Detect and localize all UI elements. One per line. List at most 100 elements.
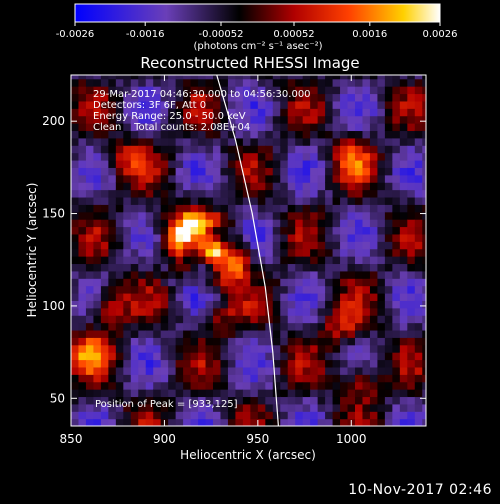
heatmap-cell xyxy=(153,411,162,420)
heatmap-cell xyxy=(235,278,244,287)
heatmap-cell xyxy=(175,211,184,220)
heatmap-cell xyxy=(347,204,356,213)
heatmap-cell xyxy=(78,418,87,426)
heatmap-cell xyxy=(392,211,401,220)
heatmap-cell xyxy=(227,174,237,183)
heatmap-cell xyxy=(422,270,426,279)
heatmap-cell xyxy=(108,248,117,257)
heatmap-cell xyxy=(168,78,177,87)
heatmap-cell xyxy=(302,233,311,242)
heatmap-cell xyxy=(108,352,117,361)
heatmap-cell xyxy=(355,366,364,375)
heatmap-cell xyxy=(138,93,147,102)
heatmap-cell xyxy=(280,130,289,139)
heatmap-cell xyxy=(422,93,426,102)
heatmap-cell xyxy=(325,418,334,426)
heatmap-cell xyxy=(325,359,334,368)
heatmap-cell xyxy=(100,189,109,198)
heatmap-cell xyxy=(310,219,319,228)
heatmap-cell xyxy=(108,329,117,338)
heatmap-cell xyxy=(340,263,349,272)
heatmap-cell xyxy=(310,108,319,117)
heatmap-cell xyxy=(168,403,177,412)
heatmap-cell xyxy=(85,389,95,398)
heatmap-cell xyxy=(175,366,184,375)
heatmap-cell xyxy=(220,329,229,338)
heatmap-cell xyxy=(422,381,426,390)
heatmap-cell xyxy=(265,278,274,287)
heatmap-cell xyxy=(160,123,169,132)
heatmap-cell xyxy=(242,403,251,412)
heatmap-cell xyxy=(78,403,87,412)
heatmap-cell xyxy=(175,278,184,287)
heatmap-cell xyxy=(190,315,199,324)
heatmap-cell xyxy=(242,285,251,294)
heatmap-cell xyxy=(362,352,371,361)
heatmap-cell xyxy=(85,152,95,161)
heatmap-cell xyxy=(93,285,102,294)
heatmap-cell xyxy=(183,204,192,213)
heatmap-cell xyxy=(160,374,169,383)
heatmap-cell xyxy=(250,204,259,213)
heatmap-cell xyxy=(362,396,371,405)
heatmap-cell xyxy=(205,263,214,272)
heatmap-cell xyxy=(257,403,266,412)
heatmap-cell xyxy=(392,174,401,183)
heatmap-cell xyxy=(115,315,124,324)
heatmap-cell xyxy=(242,381,251,390)
heatmap-cell xyxy=(272,248,281,257)
heatmap-cell xyxy=(108,241,117,250)
heatmap-cell xyxy=(130,78,139,87)
heatmap-cell xyxy=(168,396,177,405)
heatmap-cell xyxy=(123,233,132,242)
heatmap-cell xyxy=(347,292,356,301)
heatmap-cell xyxy=(168,174,177,183)
annotation-detectors: Detectors: 3F 6F, Att 0 xyxy=(93,100,206,111)
heatmap-cell xyxy=(332,307,341,316)
heatmap-cell xyxy=(235,300,244,309)
heatmap-cell xyxy=(325,75,334,80)
heatmap-cell xyxy=(325,329,334,338)
heatmap-cell xyxy=(168,278,177,287)
heatmap-cell xyxy=(85,403,95,412)
heatmap-cell xyxy=(242,123,251,132)
heatmap-cell xyxy=(115,226,124,235)
heatmap-cell xyxy=(115,344,124,353)
heatmap-cell xyxy=(198,219,207,228)
heatmap-cell xyxy=(347,381,356,390)
heatmap-cell xyxy=(369,241,379,250)
heatmap-cell xyxy=(153,366,162,375)
heatmap-cell xyxy=(235,241,244,250)
heatmap-cell xyxy=(160,329,169,338)
heatmap-cell xyxy=(384,115,393,124)
heatmap-cell xyxy=(369,174,379,183)
heatmap-cell xyxy=(332,285,341,294)
heatmap-cell xyxy=(399,329,408,338)
heatmap-cell xyxy=(175,270,184,279)
heatmap-cell xyxy=(145,174,154,183)
heatmap-cell xyxy=(71,307,80,316)
heatmap-cell xyxy=(340,256,349,265)
heatmap-cell xyxy=(355,100,364,109)
heatmap-cell xyxy=(369,248,379,257)
heatmap-cell xyxy=(100,233,109,242)
heatmap-cell xyxy=(168,137,177,146)
heatmap-cell xyxy=(71,396,80,405)
heatmap-cell xyxy=(235,196,244,205)
heatmap-cell xyxy=(250,233,259,242)
heatmap-cell xyxy=(407,381,416,390)
heatmap-cell xyxy=(213,219,222,228)
heatmap-cell xyxy=(190,123,199,132)
heatmap-cell xyxy=(392,100,401,109)
heatmap-cell xyxy=(183,196,192,205)
heatmap-cell xyxy=(100,159,109,168)
heatmap-cell xyxy=(302,182,311,191)
heatmap-cell xyxy=(190,174,199,183)
heatmap-cell xyxy=(71,292,80,301)
heatmap-cell xyxy=(250,300,259,309)
heatmap-cell xyxy=(302,322,311,331)
heatmap-cell xyxy=(130,152,139,161)
heatmap-cell xyxy=(235,137,244,146)
heatmap-cell xyxy=(340,389,349,398)
heatmap-cell xyxy=(242,374,251,383)
